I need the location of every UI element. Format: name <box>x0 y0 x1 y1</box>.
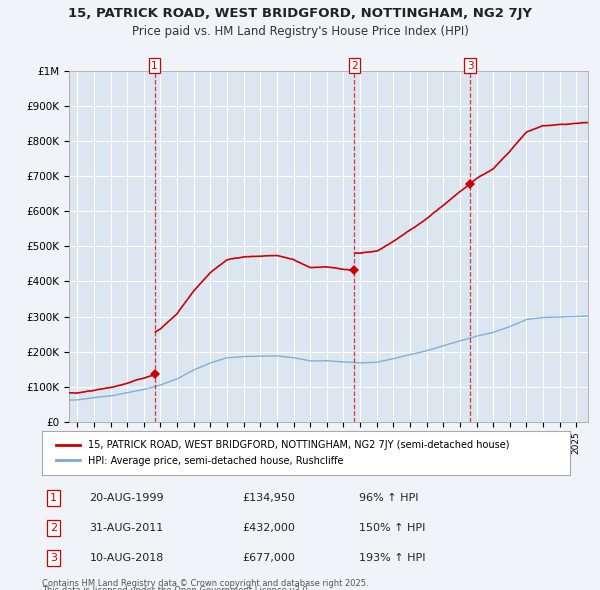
Text: 193% ↑ HPI: 193% ↑ HPI <box>359 553 425 563</box>
Text: 2: 2 <box>50 523 57 533</box>
Text: Contains HM Land Registry data © Crown copyright and database right 2025.: Contains HM Land Registry data © Crown c… <box>42 579 368 588</box>
Text: 15, PATRICK ROAD, WEST BRIDGFORD, NOTTINGHAM, NG2 7JY: 15, PATRICK ROAD, WEST BRIDGFORD, NOTTIN… <box>68 7 532 20</box>
Text: £432,000: £432,000 <box>242 523 296 533</box>
Legend: 15, PATRICK ROAD, WEST BRIDGFORD, NOTTINGHAM, NG2 7JY (semi-detached house), HPI: 15, PATRICK ROAD, WEST BRIDGFORD, NOTTIN… <box>52 436 514 470</box>
Text: 3: 3 <box>50 553 57 563</box>
Text: £677,000: £677,000 <box>242 553 296 563</box>
Text: This data is licensed under the Open Government Licence v3.0.: This data is licensed under the Open Gov… <box>42 586 310 590</box>
Text: Price paid vs. HM Land Registry's House Price Index (HPI): Price paid vs. HM Land Registry's House … <box>131 25 469 38</box>
Text: 96% ↑ HPI: 96% ↑ HPI <box>359 493 418 503</box>
Text: £134,950: £134,950 <box>242 493 296 503</box>
Text: 1: 1 <box>50 493 57 503</box>
Text: 1: 1 <box>151 61 158 71</box>
Text: 3: 3 <box>467 61 473 71</box>
Text: 31-AUG-2011: 31-AUG-2011 <box>89 523 164 533</box>
Text: 10-AUG-2018: 10-AUG-2018 <box>89 553 164 563</box>
Text: 2: 2 <box>351 61 358 71</box>
Text: 150% ↑ HPI: 150% ↑ HPI <box>359 523 425 533</box>
Text: 20-AUG-1999: 20-AUG-1999 <box>89 493 164 503</box>
